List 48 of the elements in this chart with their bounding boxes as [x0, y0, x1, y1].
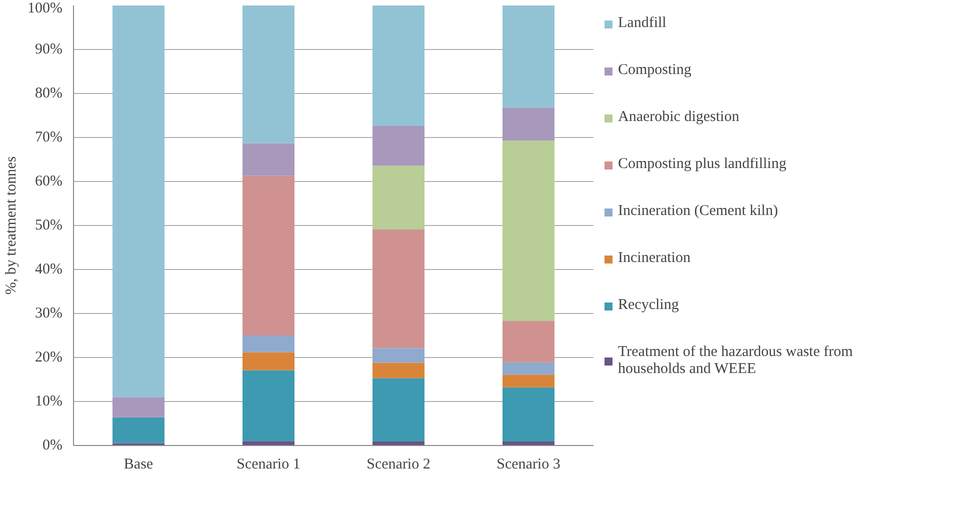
- legend-label: Landfill: [618, 15, 666, 32]
- bar: [372, 126, 424, 166]
- bar: [372, 348, 424, 363]
- y-axis-title: %, by treatment tonnes: [4, 156, 20, 295]
- bar: [112, 397, 164, 418]
- bar: [502, 374, 554, 388]
- x-tick-label: Scenario 3: [496, 456, 560, 472]
- y-tick-label: 30%: [35, 306, 63, 322]
- x-tick-label: Base: [124, 456, 154, 472]
- y-tick-label: 10%: [35, 394, 63, 410]
- legend-label: Anaerobic digestion: [618, 109, 740, 126]
- bar: [372, 229, 424, 348]
- legend-label: Treatment of the hazardous waste from households and WEEE: [618, 344, 853, 378]
- bar: [242, 143, 294, 176]
- bar: [372, 378, 424, 442]
- x-tick-label: Scenario 1: [236, 456, 300, 472]
- bar: [502, 320, 554, 362]
- bar: [242, 6, 294, 144]
- y-tick-label: 70%: [35, 130, 63, 146]
- bar: [372, 362, 424, 378]
- y-tick-label: 60%: [35, 174, 63, 190]
- y-tick-label: 20%: [35, 350, 63, 366]
- y-tick-label: 90%: [35, 42, 63, 58]
- legend-label: Composting: [618, 62, 692, 79]
- bar: [242, 441, 294, 446]
- bar: [372, 166, 424, 230]
- x-tick-label: Scenario 2: [366, 456, 430, 472]
- bar: [502, 108, 554, 141]
- y-tick-label: 0%: [42, 438, 63, 454]
- y-tick-label: 50%: [35, 218, 63, 234]
- bar: [242, 336, 294, 352]
- legend-label: Recycling: [618, 297, 679, 314]
- y-tick-label: 40%: [35, 262, 63, 278]
- y-tick-label: 80%: [35, 86, 63, 102]
- bar: [112, 417, 164, 444]
- bar: [242, 352, 294, 370]
- bar: [502, 362, 554, 375]
- bar: [372, 6, 424, 126]
- y-tick-label: 100%: [28, 0, 63, 16]
- legend-label: Incineration (Cement kiln): [618, 203, 778, 220]
- bar: [112, 6, 164, 398]
- bar: [502, 6, 554, 108]
- bar: [502, 387, 554, 442]
- legend-label: Composting plus landfilling: [618, 156, 786, 173]
- bar: [242, 176, 294, 336]
- bar: [502, 140, 554, 321]
- legend-label: Incineration: [618, 250, 690, 267]
- bar: [242, 370, 294, 442]
